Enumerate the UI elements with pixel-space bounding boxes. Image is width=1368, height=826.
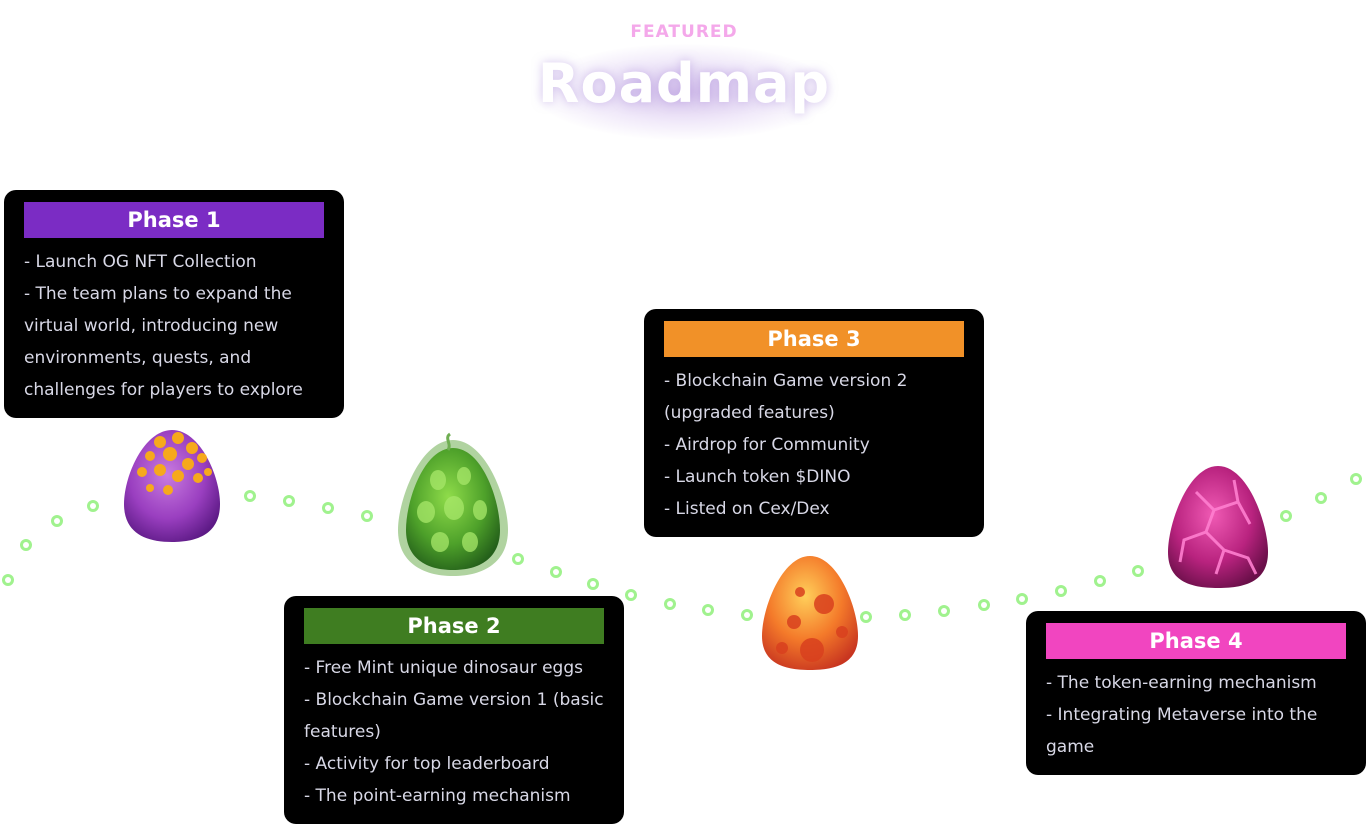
orange-spotted-egg-icon [762, 556, 858, 670]
path-dot-center [286, 498, 292, 504]
path-dot-center [981, 602, 987, 608]
phase-4-header: Phase 4 [1046, 623, 1346, 659]
pink-cracked-egg-icon [1168, 466, 1268, 588]
path-dot-center [1058, 588, 1064, 594]
path-dot-center [90, 503, 96, 509]
phase-2-item: - Activity for top leaderboard [304, 754, 550, 774]
phase-4-items: - The token-earning mechanism - Integrat… [1046, 667, 1346, 763]
section-title: Roadmap [537, 52, 831, 115]
path-dot-center [247, 493, 253, 499]
path-dot-center [667, 601, 673, 607]
section-eyebrow: FEATURED [630, 22, 738, 42]
path-dot-center [1353, 476, 1359, 482]
phase-3-item: - Listed on Cex/Dex [664, 499, 830, 519]
path-dot-center [364, 513, 370, 519]
phase-2-items: - Free Mint unique dinosaur eggs - Block… [304, 652, 604, 812]
path-dot-center [902, 612, 908, 618]
phase-1-item: - Launch OG NFT Collection [24, 252, 257, 272]
path-dot-center [1318, 495, 1324, 501]
path-dot-center [1019, 596, 1025, 602]
path-dot-center [1097, 578, 1103, 584]
purple-spotted-egg-icon [124, 430, 220, 542]
phase-3-item: - Launch token $DINO [664, 467, 851, 487]
path-dot-center [325, 505, 331, 511]
path-dots [2, 473, 1362, 623]
path-dot-center [1135, 568, 1141, 574]
path-dot-center [863, 614, 869, 620]
path-dot-center [54, 518, 60, 524]
path-dot-center [553, 569, 559, 575]
path-dot-center [744, 612, 750, 618]
phase-1-item: - The team plans to expand the virtual w… [24, 284, 303, 400]
path-dot-center [1283, 513, 1289, 519]
phase-4-item: - The token-earning mechanism [1046, 673, 1317, 693]
phase-2-item: - The point-earning mechanism [304, 786, 571, 806]
phase-card-1: Phase 1 - Launch OG NFT Collection - The… [4, 190, 344, 418]
path-dot-center [5, 577, 11, 583]
phase-2-item: - Blockchain Game version 1 (basic featu… [304, 690, 604, 742]
path-dot-center [628, 592, 634, 598]
path-dot-center [941, 608, 947, 614]
phase-1-header: Phase 1 [24, 202, 324, 238]
phase-3-item: - Blockchain Game version 2 (upgraded fe… [664, 371, 908, 423]
phase-3-items: - Blockchain Game version 2 (upgraded fe… [664, 365, 964, 525]
path-dot-center [23, 542, 29, 548]
phase-card-2: Phase 2 - Free Mint unique dinosaur eggs… [284, 596, 624, 824]
phase-3-header: Phase 3 [664, 321, 964, 357]
phase-2-header: Phase 2 [304, 608, 604, 644]
phase-card-4: Phase 4 - The token-earning mechanism - … [1026, 611, 1366, 775]
phase-4-item: - Integrating Metaverse into the game [1046, 705, 1318, 757]
phase-1-items: - Launch OG NFT Collection - The team pl… [24, 246, 324, 406]
path-dot-center [590, 581, 596, 587]
green-leafy-egg-icon [398, 432, 508, 576]
path-dot-center [705, 607, 711, 613]
phase-2-item: - Free Mint unique dinosaur eggs [304, 658, 583, 678]
title-glow [534, 44, 834, 140]
phase-card-3: Phase 3 - Blockchain Game version 2 (upg… [644, 309, 984, 537]
path-dot-center [515, 556, 521, 562]
phase-3-item: - Airdrop for Community [664, 435, 870, 455]
